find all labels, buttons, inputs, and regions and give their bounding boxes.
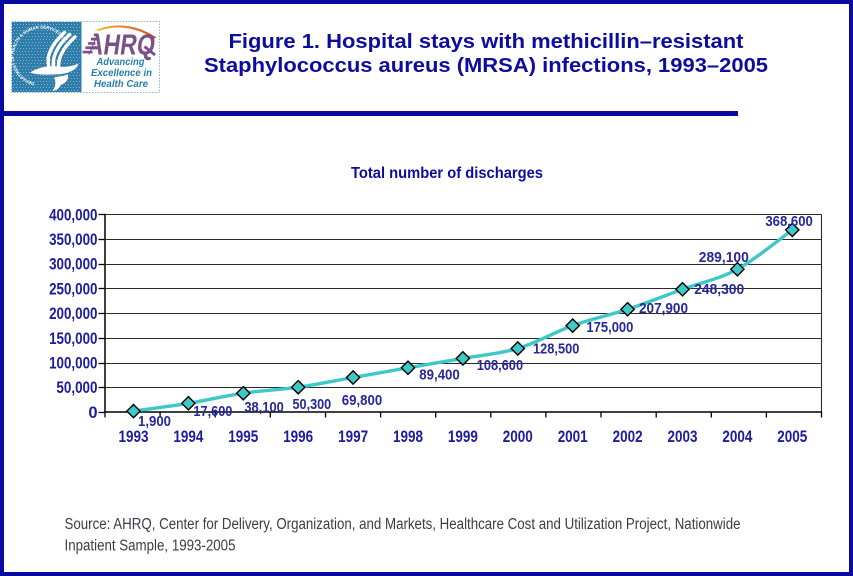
svg-text:1998: 1998 (393, 428, 423, 446)
svg-text:Figure 1. Hospital stays with: Figure 1. Hospital stays with methicilli… (229, 31, 744, 53)
svg-text:1,900: 1,900 (138, 413, 171, 430)
svg-text:1993: 1993 (119, 428, 149, 446)
svg-text:1994: 1994 (173, 428, 204, 446)
svg-text:150,000: 150,000 (49, 330, 97, 348)
svg-text:Total number of discharges: Total number of discharges (351, 165, 543, 182)
svg-text:1999: 1999 (448, 428, 478, 446)
svg-text:0: 0 (88, 404, 97, 422)
svg-text:1997: 1997 (338, 428, 368, 446)
svg-text:100,000: 100,000 (49, 355, 97, 373)
svg-text:2003: 2003 (668, 428, 698, 446)
svg-text:2005: 2005 (777, 428, 807, 446)
svg-text:128,500: 128,500 (533, 341, 579, 358)
svg-text:108,600: 108,600 (477, 357, 523, 374)
svg-text:Staphylococcus aureus (MRSA) i: Staphylococcus aureus (MRSA) infections,… (204, 55, 768, 77)
svg-text:69,800: 69,800 (342, 392, 382, 409)
svg-text:2002: 2002 (613, 428, 643, 446)
svg-text:400,000: 400,000 (49, 206, 97, 224)
svg-text:Source: AHRQ, Center for Deliv: Source: AHRQ, Center for Delivery, Organ… (65, 516, 741, 533)
svg-text:289,100: 289,100 (699, 249, 749, 266)
svg-text:175,000: 175,000 (586, 319, 633, 336)
svg-text:17,600: 17,600 (193, 403, 232, 420)
svg-text:350,000: 350,000 (49, 231, 97, 249)
svg-text:1996: 1996 (283, 428, 313, 446)
svg-text:2000: 2000 (503, 428, 533, 446)
svg-text:Advancing: Advancing (96, 57, 145, 68)
svg-text:89,400: 89,400 (419, 367, 460, 384)
svg-text:248,300: 248,300 (694, 281, 744, 298)
svg-text:38,100: 38,100 (244, 399, 283, 416)
svg-text:250,000: 250,000 (49, 280, 97, 298)
svg-text:Inpatient Sample, 1993-2005: Inpatient Sample, 1993-2005 (65, 537, 236, 554)
svg-text:200,000: 200,000 (49, 305, 97, 323)
svg-text:Health Care: Health Care (94, 79, 148, 90)
svg-text:50,000: 50,000 (56, 379, 97, 397)
svg-text:368,600: 368,600 (765, 213, 812, 230)
svg-text:50,300: 50,300 (293, 396, 332, 413)
svg-text:1995: 1995 (228, 428, 258, 446)
svg-text:207,900: 207,900 (639, 300, 688, 317)
svg-text:Excellence in: Excellence in (91, 68, 152, 79)
svg-text:2001: 2001 (558, 428, 588, 446)
svg-text:300,000: 300,000 (49, 256, 97, 274)
svg-text:2004: 2004 (722, 428, 753, 446)
